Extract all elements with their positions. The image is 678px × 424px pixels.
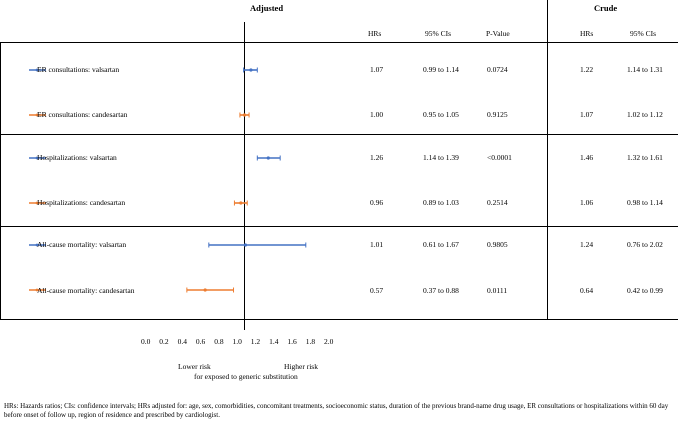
row-pvalue: 0.0724 <box>487 65 508 74</box>
row-crude-ci: 1.32 to 1.61 <box>627 153 663 162</box>
row-pvalue: <0.0001 <box>487 153 512 162</box>
legend-marker-dot <box>35 68 39 72</box>
lower-risk-label: Lower risk <box>178 362 211 371</box>
legend-marker-dot <box>35 201 39 205</box>
hr-point <box>249 68 253 72</box>
row-ci: 0.95 to 1.05 <box>423 110 459 119</box>
row-hr: 1.01 <box>370 240 384 249</box>
axis-tick-label: 1.4 <box>269 337 279 346</box>
hr-point <box>203 288 207 292</box>
hr-point <box>266 156 270 160</box>
row-label: ER consultations: candesartan <box>37 110 128 119</box>
axis-caption: for exposed to generic substitution <box>194 372 298 381</box>
axis-tick-label: 1.0 <box>232 337 242 346</box>
axis-tick-label: 1.2 <box>250 337 261 346</box>
row-hr: 1.26 <box>370 153 384 162</box>
crude-header: Crude <box>594 3 618 13</box>
row-hr: 1.00 <box>370 110 384 119</box>
row-pvalue: 0.0111 <box>487 286 508 295</box>
row-hr: 0.96 <box>370 198 384 207</box>
row-pvalue: 0.9805 <box>487 240 508 249</box>
row-crude-ci: 0.76 to 2.02 <box>627 240 663 249</box>
axis-tick-label: 0.0 <box>141 337 151 346</box>
row-crude-ci: 0.98 to 1.14 <box>627 198 663 207</box>
row-crude-ci: 1.02 to 1.12 <box>627 110 663 119</box>
row-pvalue: 0.2514 <box>487 198 508 207</box>
row-ci: 0.99 to 1.14 <box>423 65 459 74</box>
row-crude-hr: 1.07 <box>580 110 594 119</box>
row-crude-hr: 1.46 <box>580 153 594 162</box>
axis-tick-label: 0.2 <box>159 337 169 346</box>
row-ci: 1.14 to 1.39 <box>423 153 459 162</box>
col-pvalue: P-Value <box>486 29 510 38</box>
row-crude-hr: 1.06 <box>580 198 594 207</box>
row-crude-hr: 1.22 <box>580 65 594 74</box>
row-crude-hr: 1.24 <box>580 240 594 249</box>
axis-tick-label: 0.4 <box>177 337 187 346</box>
axis-tick-label: 1.6 <box>287 337 297 346</box>
legend-marker-dot <box>35 243 39 247</box>
row-crude-hr: 0.64 <box>580 286 594 295</box>
col-crude-ci: 95% CIs <box>630 29 657 38</box>
row-crude-ci: 0.42 to 0.99 <box>627 286 663 295</box>
row-ci: 0.89 to 1.03 <box>423 198 459 207</box>
legend-marker-dot <box>35 288 39 292</box>
row-label: ER consultations: valsartan <box>37 65 120 74</box>
row-ci: 0.37 to 0.88 <box>423 286 459 295</box>
row-crude-ci: 1.14 to 1.31 <box>627 65 663 74</box>
hr-point <box>242 113 247 117</box>
axis-tick-label: 0.8 <box>214 337 224 346</box>
row-label: All-cause mortality: valsartan <box>37 240 127 249</box>
legend-marker-dot <box>35 156 39 160</box>
hr-point <box>239 201 243 205</box>
row-label: Hospitalizations: valsartan <box>37 153 117 162</box>
axis-tick-label: 1.8 <box>305 337 316 346</box>
row-ci: 0.61 to 1.67 <box>423 240 459 249</box>
footnote: HRs: Hazards ratios; CIs: confidence int… <box>4 402 669 419</box>
hr-point <box>243 243 248 247</box>
col-ci: 95% CIs <box>425 29 452 38</box>
higher-risk-label: Higher risk <box>284 362 318 371</box>
adjusted-header: Adjusted <box>250 3 284 13</box>
row-pvalue: 0.9125 <box>487 110 508 119</box>
axis-tick-label: 2.0 <box>324 337 334 346</box>
col-hrs: HRs <box>368 29 382 38</box>
row-hr: 1.07 <box>370 65 384 74</box>
row-hr: 0.57 <box>370 286 384 295</box>
row-label: All-cause mortality: candesartan <box>37 286 135 295</box>
axis-tick-label: 0.6 <box>195 337 206 346</box>
col-crude-hrs: HRs <box>580 29 594 38</box>
row-label: Hospitalizations: candesartan <box>37 198 126 207</box>
legend-marker-dot <box>35 113 39 117</box>
